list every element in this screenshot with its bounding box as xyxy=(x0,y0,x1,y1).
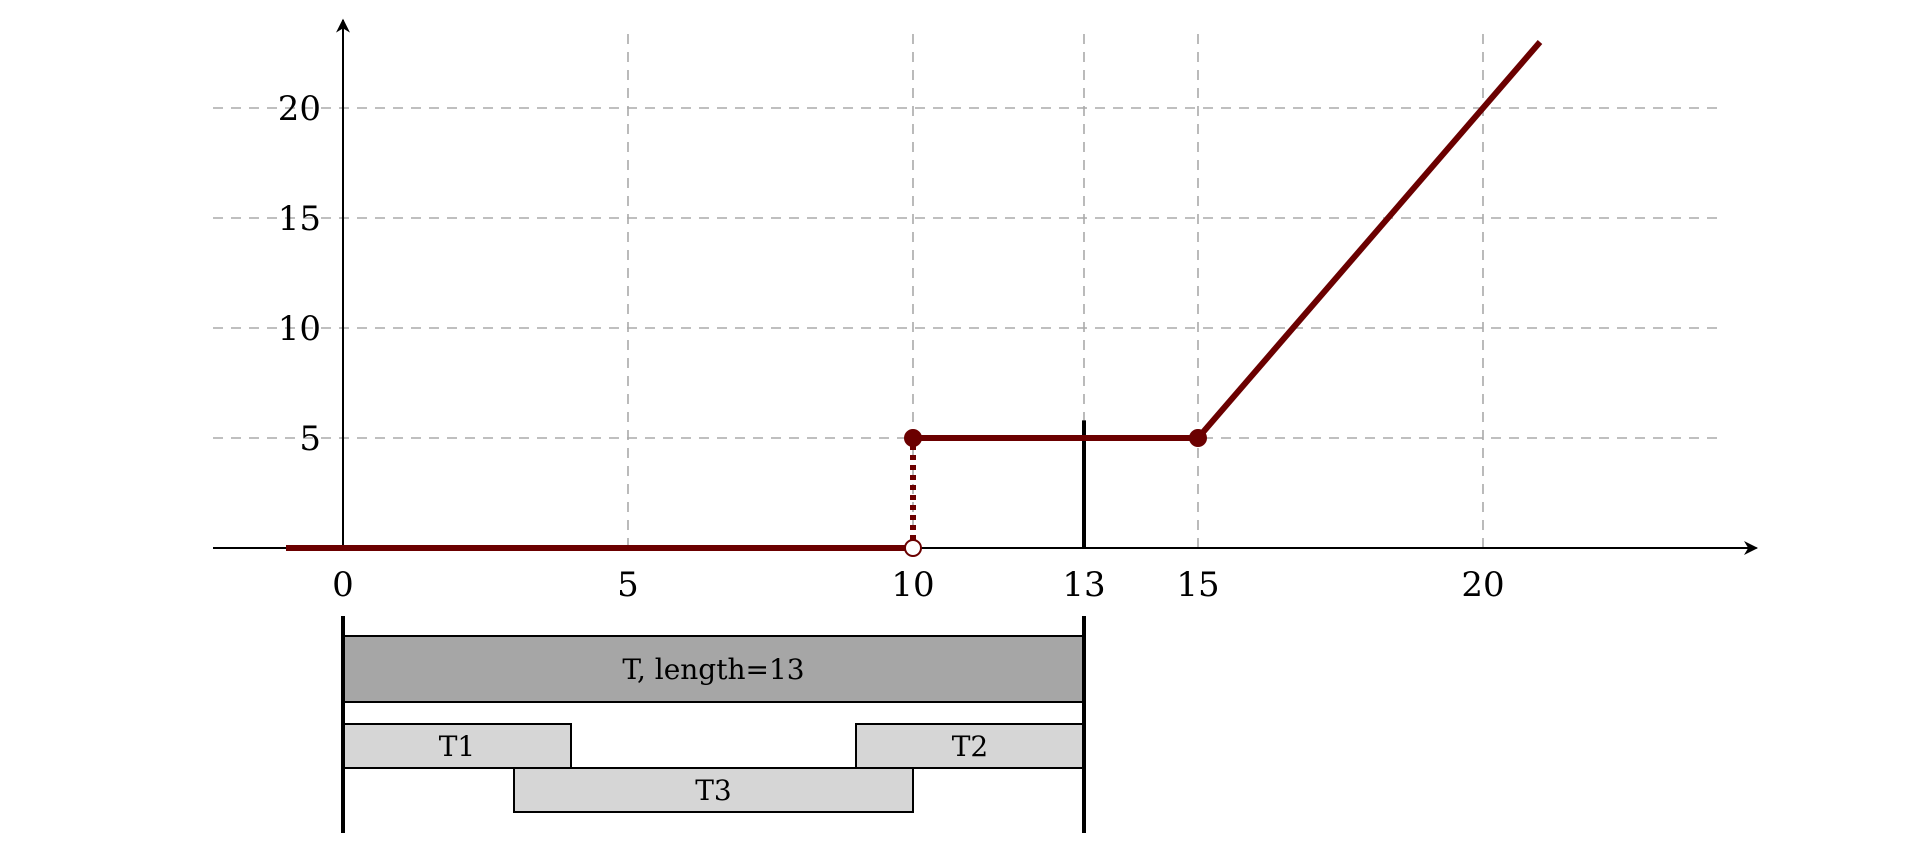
interval-bar-0 xyxy=(342,635,1085,703)
grid-lines xyxy=(213,28,1723,548)
x-tick-label-15: 15 xyxy=(1176,565,1219,605)
open-point-0 xyxy=(904,539,922,557)
y-tick-label-20: 20 xyxy=(278,89,321,129)
axes xyxy=(213,18,1758,555)
x-tick-label-0: 0 xyxy=(332,565,354,605)
interval-bars: T, length=13 T1 T2 T3 xyxy=(341,616,1086,833)
y-tick-label-15: 15 xyxy=(278,199,321,239)
series-group xyxy=(286,40,1543,557)
x-tick-label-5: 5 xyxy=(617,565,639,605)
series-segment-2 xyxy=(1195,40,1543,440)
filled-point-1 xyxy=(904,429,922,447)
interval-label-2: T2 xyxy=(952,730,989,763)
interval-bar-3 xyxy=(513,767,914,813)
interval-label-1: T1 xyxy=(439,730,476,763)
interval-label-0: T, length=13 xyxy=(622,653,804,686)
tick-labels: 0 5 10 13 15 20 5 10 15 20 xyxy=(278,89,1505,605)
filled-point-2 xyxy=(1189,429,1207,447)
interval-bar-1 xyxy=(342,723,572,769)
y-tick-label-10: 10 xyxy=(278,309,321,349)
x-tick-label-13: 13 xyxy=(1062,565,1105,605)
interval-bar-2 xyxy=(855,723,1085,769)
x-tick-label-20: 20 xyxy=(1461,565,1504,605)
y-tick-label-5: 5 xyxy=(299,419,321,459)
x-tick-label-10: 10 xyxy=(891,565,934,605)
interval-label-3: T3 xyxy=(695,774,732,807)
